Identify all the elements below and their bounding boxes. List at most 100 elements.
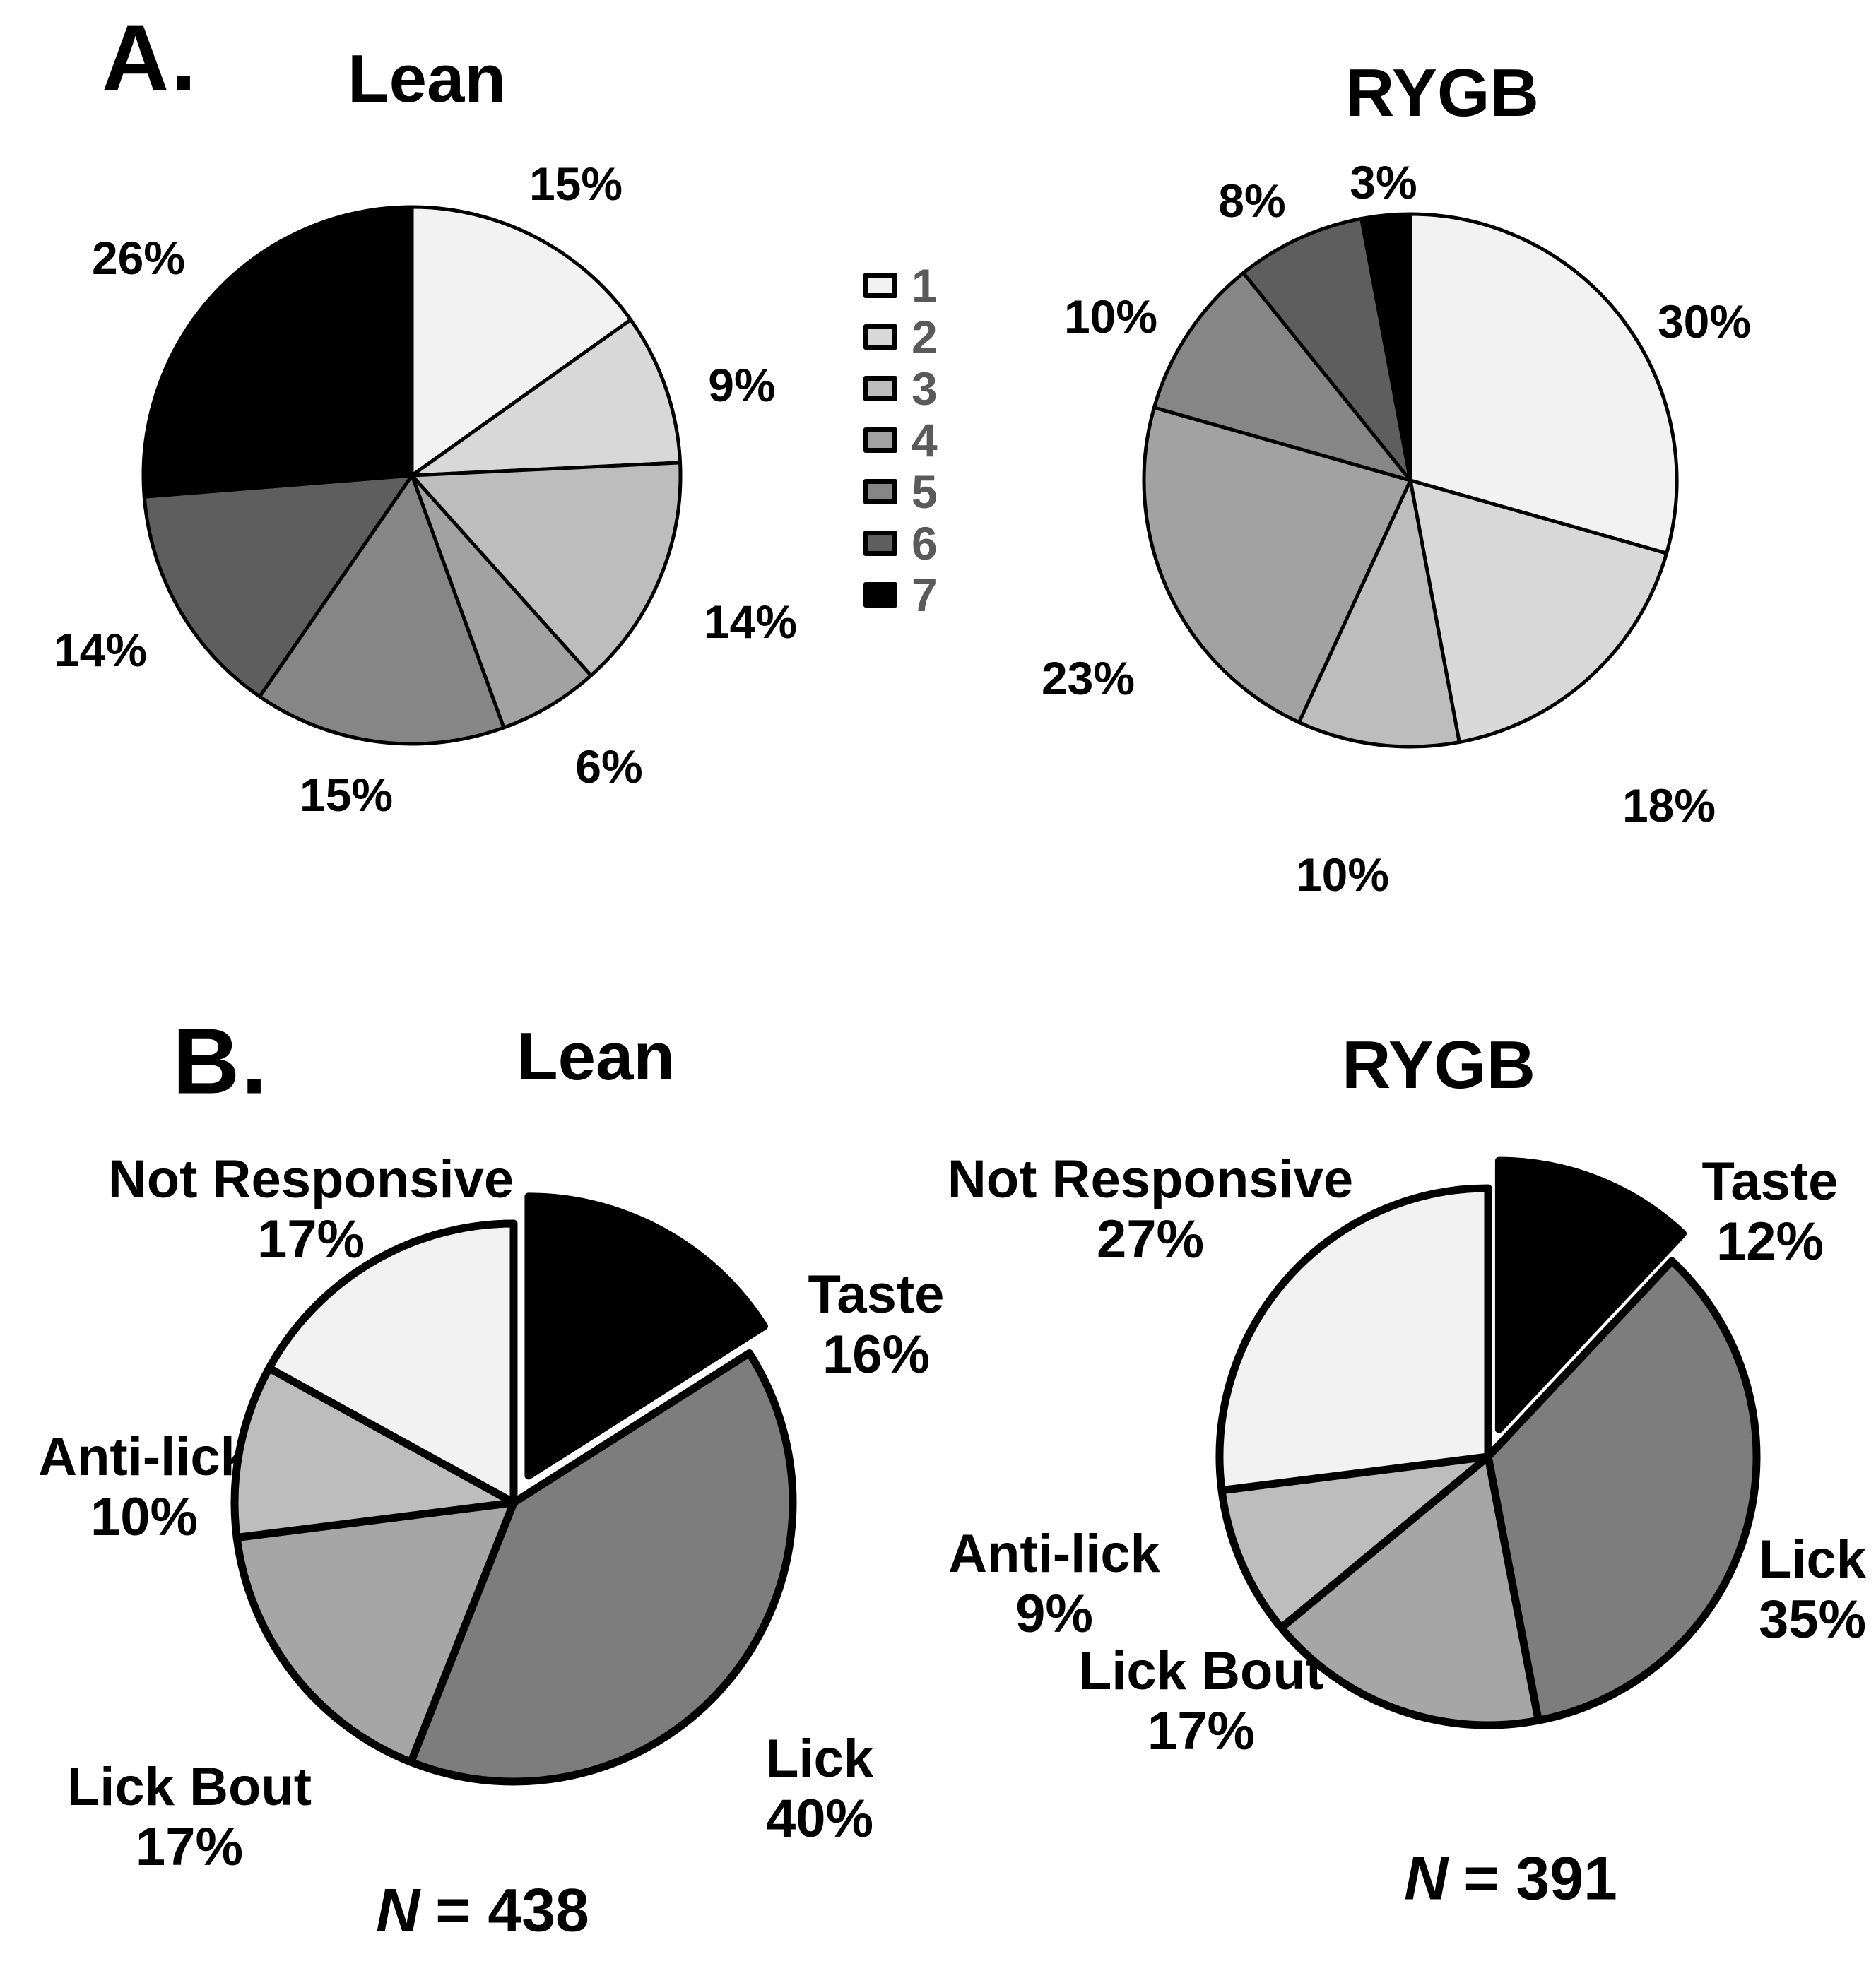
slice-label-anti-lick: Anti-lick 10%: [38, 1427, 250, 1547]
slice-label-line: 10%: [1063, 290, 1158, 343]
slice-label-1: 15%: [529, 157, 623, 211]
slice-label-line: 15%: [529, 158, 623, 210]
slice-label-6: 14%: [54, 623, 147, 677]
slice-label-line: 35%: [1758, 1590, 1867, 1650]
pie-slice-lick-bout: [1277, 1452, 1542, 1729]
slice-label-line: Taste: [808, 1264, 945, 1325]
pie-slice-2: [1408, 478, 1669, 745]
legend-item-6: 6: [863, 517, 938, 569]
pie-slice-not-responsive: [1215, 1184, 1492, 1495]
slice-label-3: 10%: [1296, 848, 1389, 901]
slice-label-2: 9%: [708, 358, 775, 412]
legend-item-label: 2: [912, 310, 938, 363]
slice-label-line: Not Responsive: [947, 1149, 1354, 1209]
pie-slice-3: [1297, 478, 1461, 749]
legend-swatch-icon: [863, 478, 897, 504]
slice-label-3: 14%: [704, 595, 797, 649]
panel-b-lean-pie: [230, 1192, 797, 1786]
pie-slice-5: [258, 473, 506, 746]
slice-label-line: 26%: [91, 232, 186, 284]
panel-a-lean-title: Lean: [347, 41, 507, 117]
pie-slice-1: [1408, 212, 1679, 555]
pie-slice-4: [410, 473, 593, 730]
legend-item-label: 3: [912, 362, 938, 415]
slice-label-1: 30%: [1658, 295, 1751, 348]
slice-label-line: Not Responsive: [107, 1149, 514, 1209]
slice-label-5: 10%: [1064, 290, 1157, 343]
slice-label-line: 15%: [299, 769, 394, 821]
pie-slice-lick: [1484, 1257, 1761, 1724]
legend-swatch-icon: [863, 427, 897, 453]
slice-label-line: 3%: [1350, 156, 1417, 208]
legend-item-label: 5: [912, 465, 938, 518]
legend-item-2: 2: [863, 311, 938, 363]
pie-slice-4: [1142, 406, 1412, 724]
slice-label-lick: Lick 40%: [766, 1729, 873, 1849]
legend-swatch-icon: [863, 272, 897, 298]
panel-a-rygb-pie: [1142, 212, 1679, 749]
slice-label-lick-bout: Lick Bout 17%: [1079, 1641, 1323, 1761]
legend-item-3: 3: [863, 362, 938, 415]
sample-size-rygb-prefix: N: [1404, 1845, 1449, 1913]
slice-label-line: 17%: [256, 1209, 365, 1269]
legend-item-5: 5: [863, 466, 938, 518]
slice-label-line: 10%: [90, 1487, 199, 1547]
slice-label-line: Anti-lick: [38, 1426, 250, 1487]
slice-label-7: 26%: [92, 231, 185, 285]
slice-label-4: 6%: [575, 740, 642, 793]
slice-label-anti-lick: Anti-lick 9%: [948, 1524, 1160, 1644]
slice-label-line: 10%: [1295, 848, 1390, 901]
slice-label-line: 14%: [703, 596, 798, 648]
slice-label-line: Lick Bout: [1078, 1640, 1324, 1701]
pie-slice-6: [142, 473, 414, 699]
slice-label-7: 3%: [1350, 155, 1417, 209]
slice-label-not-responsive: Not Responsive 27%: [948, 1149, 1353, 1269]
panel-a-rygb-title: RYGB: [1345, 55, 1539, 131]
slice-label-taste: Taste 16%: [808, 1265, 945, 1385]
slice-label-line: 9%: [708, 359, 776, 411]
pie-slice-5: [1152, 271, 1412, 483]
slice-label-line: 23%: [1041, 652, 1135, 704]
slice-label-lick: Lick 35%: [1759, 1529, 1866, 1650]
panel-b-rygb-pie: [1215, 1156, 1761, 1729]
pie-slice-7: [1359, 212, 1412, 483]
legend-item-1: 1: [863, 259, 938, 312]
slice-label-line: 18%: [1622, 779, 1716, 831]
slice-label-line: 30%: [1657, 295, 1752, 348]
legend-swatch-icon: [863, 530, 897, 556]
pie-slice-taste: [1494, 1156, 1687, 1433]
pie-slice-lick: [407, 1349, 797, 1786]
slice-label-line: 9%: [1015, 1584, 1093, 1644]
slice-label-line: 16%: [822, 1325, 931, 1385]
slice-label-lick-bout: Lick Bout 17%: [67, 1757, 312, 1877]
sample-size-lean: N = 438: [376, 1876, 589, 1946]
slice-label-6: 8%: [1218, 174, 1285, 227]
slice-label-line: 14%: [53, 624, 148, 676]
sample-size-rygb-value: = 391: [1463, 1845, 1617, 1913]
legend-item-4: 4: [863, 414, 938, 466]
legend-item-label: 6: [912, 516, 938, 569]
slice-label-line: Taste: [1701, 1151, 1839, 1212]
pie-slice-3: [410, 461, 683, 677]
sample-size-rygb: N = 391: [1404, 1845, 1617, 1914]
slice-label-4: 23%: [1042, 651, 1135, 705]
pie-slice-anti-lick: [230, 1364, 518, 1542]
pie-slice-lick-bout: [232, 1498, 518, 1766]
legend-swatch-icon: [863, 375, 897, 401]
slice-label-line: Lick Bout: [66, 1756, 312, 1817]
legend-item-label: 1: [912, 259, 938, 312]
slice-label-not-responsive: Not Responsive 17%: [108, 1149, 514, 1269]
slice-label-line: Lick: [1758, 1529, 1867, 1590]
panel-a-letter: A.: [102, 6, 198, 110]
panel-b-letter: B.: [172, 1009, 269, 1113]
legend-item-7: 7: [863, 569, 938, 621]
legend-swatch-icon: [863, 581, 897, 608]
panel-b-rygb-title: RYGB: [1342, 1027, 1535, 1103]
slice-label-line: 40%: [765, 1789, 874, 1849]
slice-label-line: Anti-lick: [948, 1523, 1160, 1584]
pie-slice-not-responsive: [265, 1219, 518, 1507]
panel-a-lean-pie: [141, 205, 683, 746]
pie-slice-7: [141, 205, 414, 499]
pie-slice-taste: [524, 1192, 768, 1480]
